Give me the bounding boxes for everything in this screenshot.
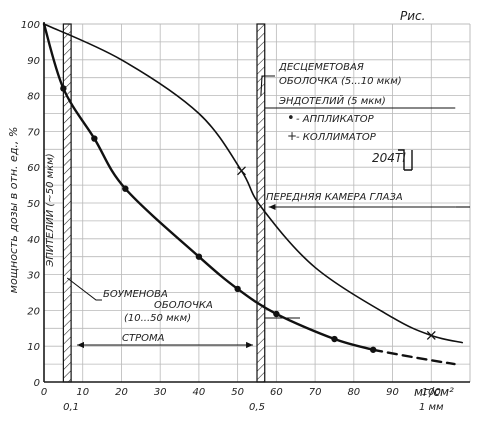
- x-tick-label: 70: [309, 387, 322, 398]
- x-depth-label: 1 мм: [419, 402, 444, 413]
- x-tick-label: 30: [154, 387, 167, 398]
- collimator-point: [237, 166, 246, 176]
- y-tick-label: 20: [27, 306, 40, 317]
- x-depth-label: 0,1: [63, 402, 79, 413]
- dose-curve-applicator: [42, 22, 375, 351]
- applicator-point: [195, 253, 203, 260]
- isotope-label: 204Tl: [372, 151, 406, 165]
- y-tick-label: 60: [27, 163, 40, 174]
- annotation-endothelium: ЭНДОТЕЛИЙ (5 мкм): [278, 94, 386, 107]
- y-tick-label: 90: [27, 56, 40, 67]
- curve-markers: [60, 85, 436, 353]
- x-tick-label: 50: [231, 387, 244, 398]
- tick-labels: 0 10 20 30 40 50 60 70 80 90 100 0 10 20 30 40 50 60 70 80 9…: [21, 20, 444, 413]
- annotation-anterior-chamber: ПЕРЕДНЯЯ КАМЕРА ГЛАЗА: [266, 192, 403, 203]
- y-tick-label: 80: [27, 92, 40, 103]
- applicator-point: [122, 185, 129, 192]
- y-tick-label: 70: [27, 127, 40, 138]
- band-label-epithelium: ЭПИТЕЛИЙ (~50 мкм): [43, 153, 56, 267]
- legend-collimator-symbol: +: [287, 129, 297, 143]
- applicator-point: [91, 135, 98, 142]
- dose-curve-collimator: [43, 23, 464, 344]
- y-tick-label: 10: [27, 342, 40, 353]
- x-depth-label: 0,5: [249, 402, 265, 413]
- leader-bowman: [66, 277, 102, 301]
- collimator-point: [426, 331, 436, 340]
- legend-applicator-text: - АППЛИКАТОР: [296, 114, 375, 125]
- leader-descemet: [260, 75, 275, 97]
- y-tick-label: 40: [27, 235, 40, 246]
- x-tick-label: 20: [115, 387, 128, 398]
- x-tick-label: 10: [76, 387, 89, 398]
- applicator-point: [273, 310, 280, 318]
- axes: [43, 22, 470, 383]
- x-tick-label: 80: [347, 387, 360, 398]
- y-tick-label: 30: [27, 271, 40, 282]
- tissue-band-0: [62, 23, 72, 383]
- applicator-point: [331, 335, 338, 343]
- x-tick-label: 0: [41, 387, 47, 398]
- y-tick-label: 0: [34, 378, 40, 389]
- applicator-point: [369, 346, 377, 353]
- annotation-stroma: СТРОМА: [122, 333, 165, 344]
- annotation-bowman-3: (10...50 мкм): [124, 313, 191, 324]
- y-tick-label: 100: [21, 20, 40, 31]
- annotation-descemet-1: ДЕСЦЕМЕТОВАЯ: [278, 62, 364, 73]
- annotation-bowman-2: ОБОЛОЧКА: [154, 300, 213, 311]
- isotope-symbol-mark: [398, 149, 413, 171]
- x-axis-label: мг/см²: [414, 385, 454, 399]
- dose-curves: [42, 22, 464, 366]
- legend-collimator-text: - КОЛЛИМАТОР: [296, 132, 377, 143]
- dose-curve-extrapolation: [371, 348, 456, 366]
- x-tick-label: 100: [422, 387, 441, 398]
- y-tick-label: 50: [27, 199, 40, 210]
- x-tick-label: 40: [193, 387, 206, 398]
- applicator-point: [60, 85, 67, 92]
- annotation-bowman-1: БОУМЕНОВА: [103, 289, 168, 300]
- applicator-point: [234, 285, 241, 293]
- corner-label: Рис.: [400, 9, 425, 23]
- x-tick-label: 60: [270, 387, 283, 398]
- x-tick-label: 90: [386, 387, 399, 398]
- legend-applicator-symbol: •: [287, 111, 295, 126]
- y-axis-label: мощность дозы в отн. ед., %: [7, 127, 20, 294]
- annotation-descemet-2: ОБОЛОЧКА (5...10 мкм): [279, 76, 402, 87]
- annotations: [66, 75, 470, 349]
